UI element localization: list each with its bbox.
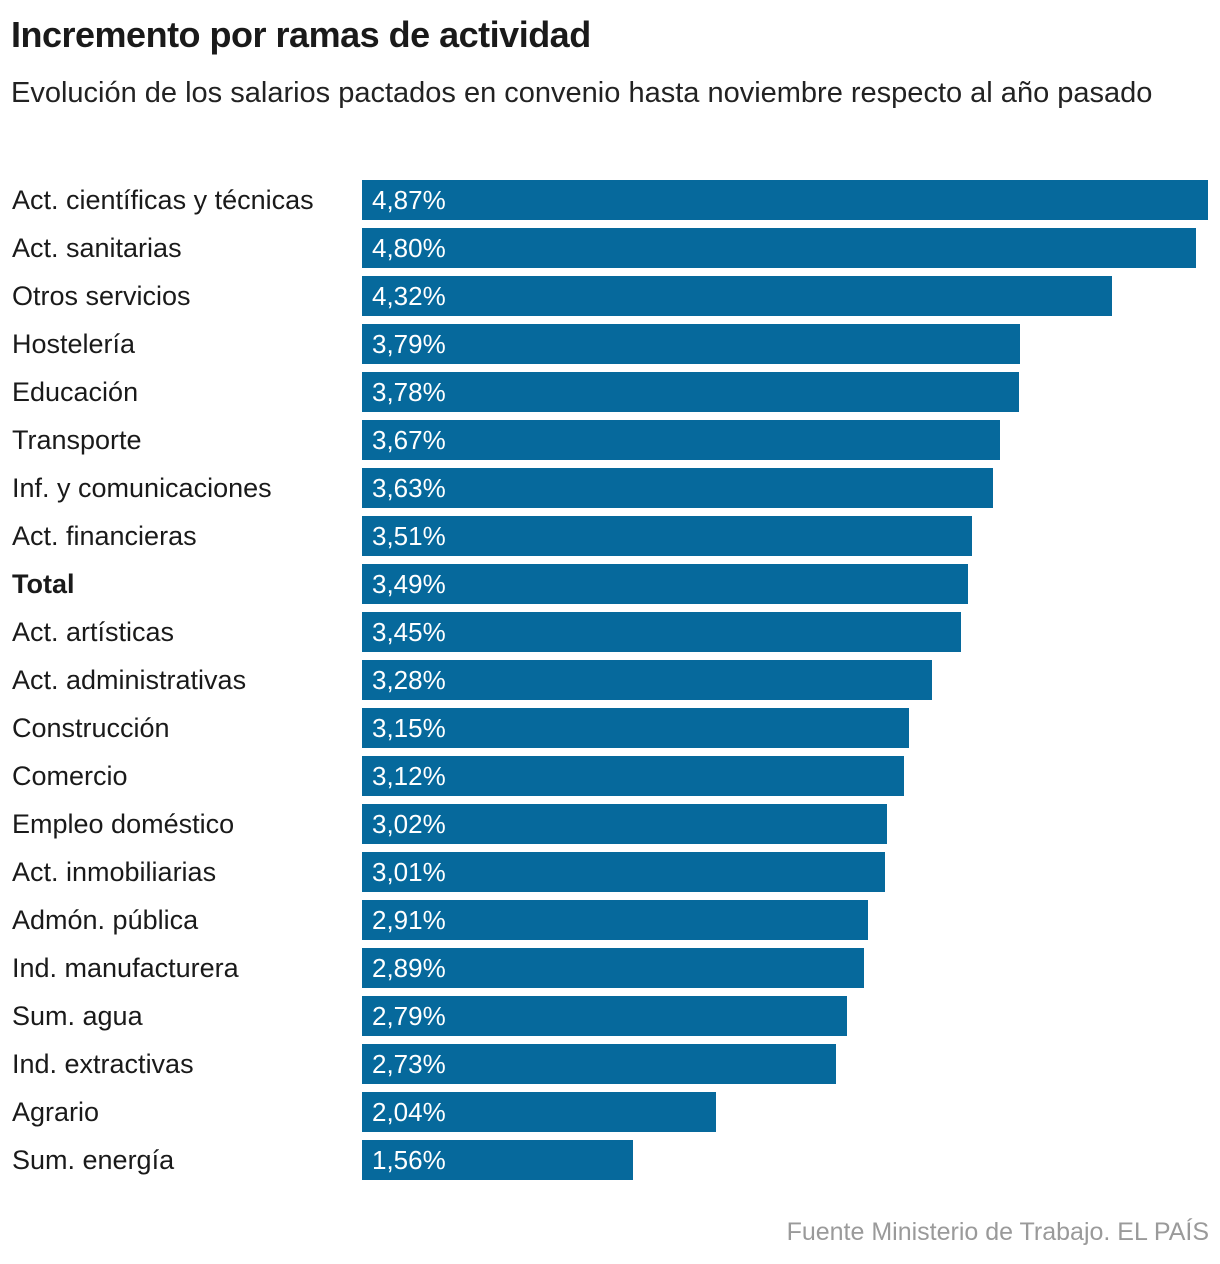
- chart-subtitle: Evolución de los salarios pactados en co…: [11, 77, 1153, 109]
- bar-row: Admón. pública 2,91%: [0, 900, 1220, 940]
- bar-row: Inf. y comunicaciones 3,63%: [0, 468, 1220, 508]
- bar: [362, 276, 1113, 316]
- category-label: Total: [12, 569, 75, 599]
- data-label: 3,12%: [372, 761, 446, 791]
- category-label: Admón. pública: [12, 905, 199, 935]
- category-label: Act. inmobiliarias: [12, 857, 217, 887]
- bar: [362, 996, 847, 1036]
- data-label: 2,73%: [372, 1049, 446, 1079]
- category-label: Transporte: [12, 425, 142, 455]
- bar: [362, 180, 1208, 220]
- data-label: 2,04%: [372, 1097, 446, 1127]
- bar: [362, 900, 868, 940]
- data-label: 3,51%: [372, 521, 446, 551]
- bar-row: Ind. extractivas 2,73%: [0, 1044, 1220, 1084]
- bar: [362, 804, 887, 844]
- bar: [362, 756, 904, 796]
- data-label: 3,63%: [372, 473, 446, 503]
- data-label: 3,67%: [372, 425, 446, 455]
- bar-row: Act. financieras 3,51%: [0, 516, 1220, 556]
- bar: [362, 1044, 837, 1084]
- bar-row: Hostelería 3,79%: [0, 324, 1220, 364]
- bar-row: Sum. energía 1,56%: [0, 1140, 1220, 1180]
- bar-row: Otros servicios 4,32%: [0, 276, 1220, 316]
- category-label: Act. administrativas: [12, 665, 247, 695]
- category-label: Agrario: [12, 1097, 100, 1127]
- bar: [362, 660, 932, 700]
- bar: [362, 852, 885, 892]
- category-label: Inf. y comunicaciones: [12, 473, 272, 503]
- category-label: Educación: [12, 377, 139, 407]
- category-label: Comercio: [12, 761, 128, 791]
- bar-row: Act. artísticas 3,45%: [0, 612, 1220, 652]
- bar: [362, 708, 910, 748]
- data-label: 3,78%: [372, 377, 446, 407]
- data-label: 3,02%: [372, 809, 446, 839]
- data-label: 2,89%: [372, 953, 446, 983]
- category-label: Act. artísticas: [12, 617, 175, 647]
- category-label: Ind. manufacturera: [12, 953, 239, 983]
- bar-row: Ind. manufacturera 2,89%: [0, 948, 1220, 988]
- data-label: 3,49%: [372, 569, 446, 599]
- bar-row: Total 3,49%: [0, 564, 1220, 604]
- category-label: Empleo doméstico: [12, 809, 235, 839]
- bar-row: Act. administrativas 3,28%: [0, 660, 1220, 700]
- category-label: Ind. extractivas: [12, 1049, 194, 1079]
- chart-title: Incremento por ramas de actividad: [11, 14, 591, 55]
- data-label: 3,79%: [372, 329, 446, 359]
- category-label: Act. financieras: [12, 521, 197, 551]
- bar-row: Agrario 2,04%: [0, 1092, 1220, 1132]
- bar: [362, 564, 969, 604]
- bar-row: Transporte 3,67%: [0, 420, 1220, 460]
- category-label: Hostelería: [12, 329, 136, 359]
- bar-row: Comercio 3,12%: [0, 756, 1220, 796]
- bar: [362, 516, 972, 556]
- data-label: 2,91%: [372, 905, 446, 935]
- bar: [362, 948, 865, 988]
- bar-row: Sum. agua 2,79%: [0, 996, 1220, 1036]
- bar: [362, 468, 993, 508]
- data-label: 3,15%: [372, 713, 446, 743]
- bar: [362, 612, 962, 652]
- category-label: Act. sanitarias: [12, 233, 182, 263]
- category-label: Otros servicios: [12, 281, 191, 311]
- bar: [362, 228, 1196, 268]
- bar: [362, 372, 1019, 412]
- source-note: Fuente Ministerio de Trabajo. EL PAÍS: [786, 1218, 1209, 1246]
- data-label: 3,45%: [372, 617, 446, 647]
- data-label: 4,80%: [372, 233, 446, 263]
- bar: [362, 420, 1000, 460]
- category-label: Sum. agua: [12, 1001, 143, 1031]
- data-label: 4,32%: [372, 281, 446, 311]
- data-label: 3,28%: [372, 665, 446, 695]
- data-label: 2,79%: [372, 1001, 446, 1031]
- bar-row: Act. sanitarias 4,80%: [0, 228, 1220, 268]
- bar: [362, 324, 1021, 364]
- bar-row: Educación 3,78%: [0, 372, 1220, 412]
- bar: [362, 1140, 633, 1180]
- data-label: 1,56%: [372, 1145, 446, 1175]
- category-label: Act. científicas y técnicas: [12, 185, 314, 215]
- bar-row: Construcción 3,15%: [0, 708, 1220, 748]
- bar-row: Act. inmobiliarias 3,01%: [0, 852, 1220, 892]
- data-label: 4,87%: [372, 185, 446, 215]
- bar-row: Empleo doméstico 3,02%: [0, 804, 1220, 844]
- bar-row: Act. científicas y técnicas 4,87%: [0, 180, 1220, 220]
- category-label: Construcción: [12, 713, 170, 743]
- category-label: Sum. energía: [12, 1145, 175, 1175]
- bar: [362, 1092, 717, 1132]
- data-label: 3,01%: [372, 857, 446, 887]
